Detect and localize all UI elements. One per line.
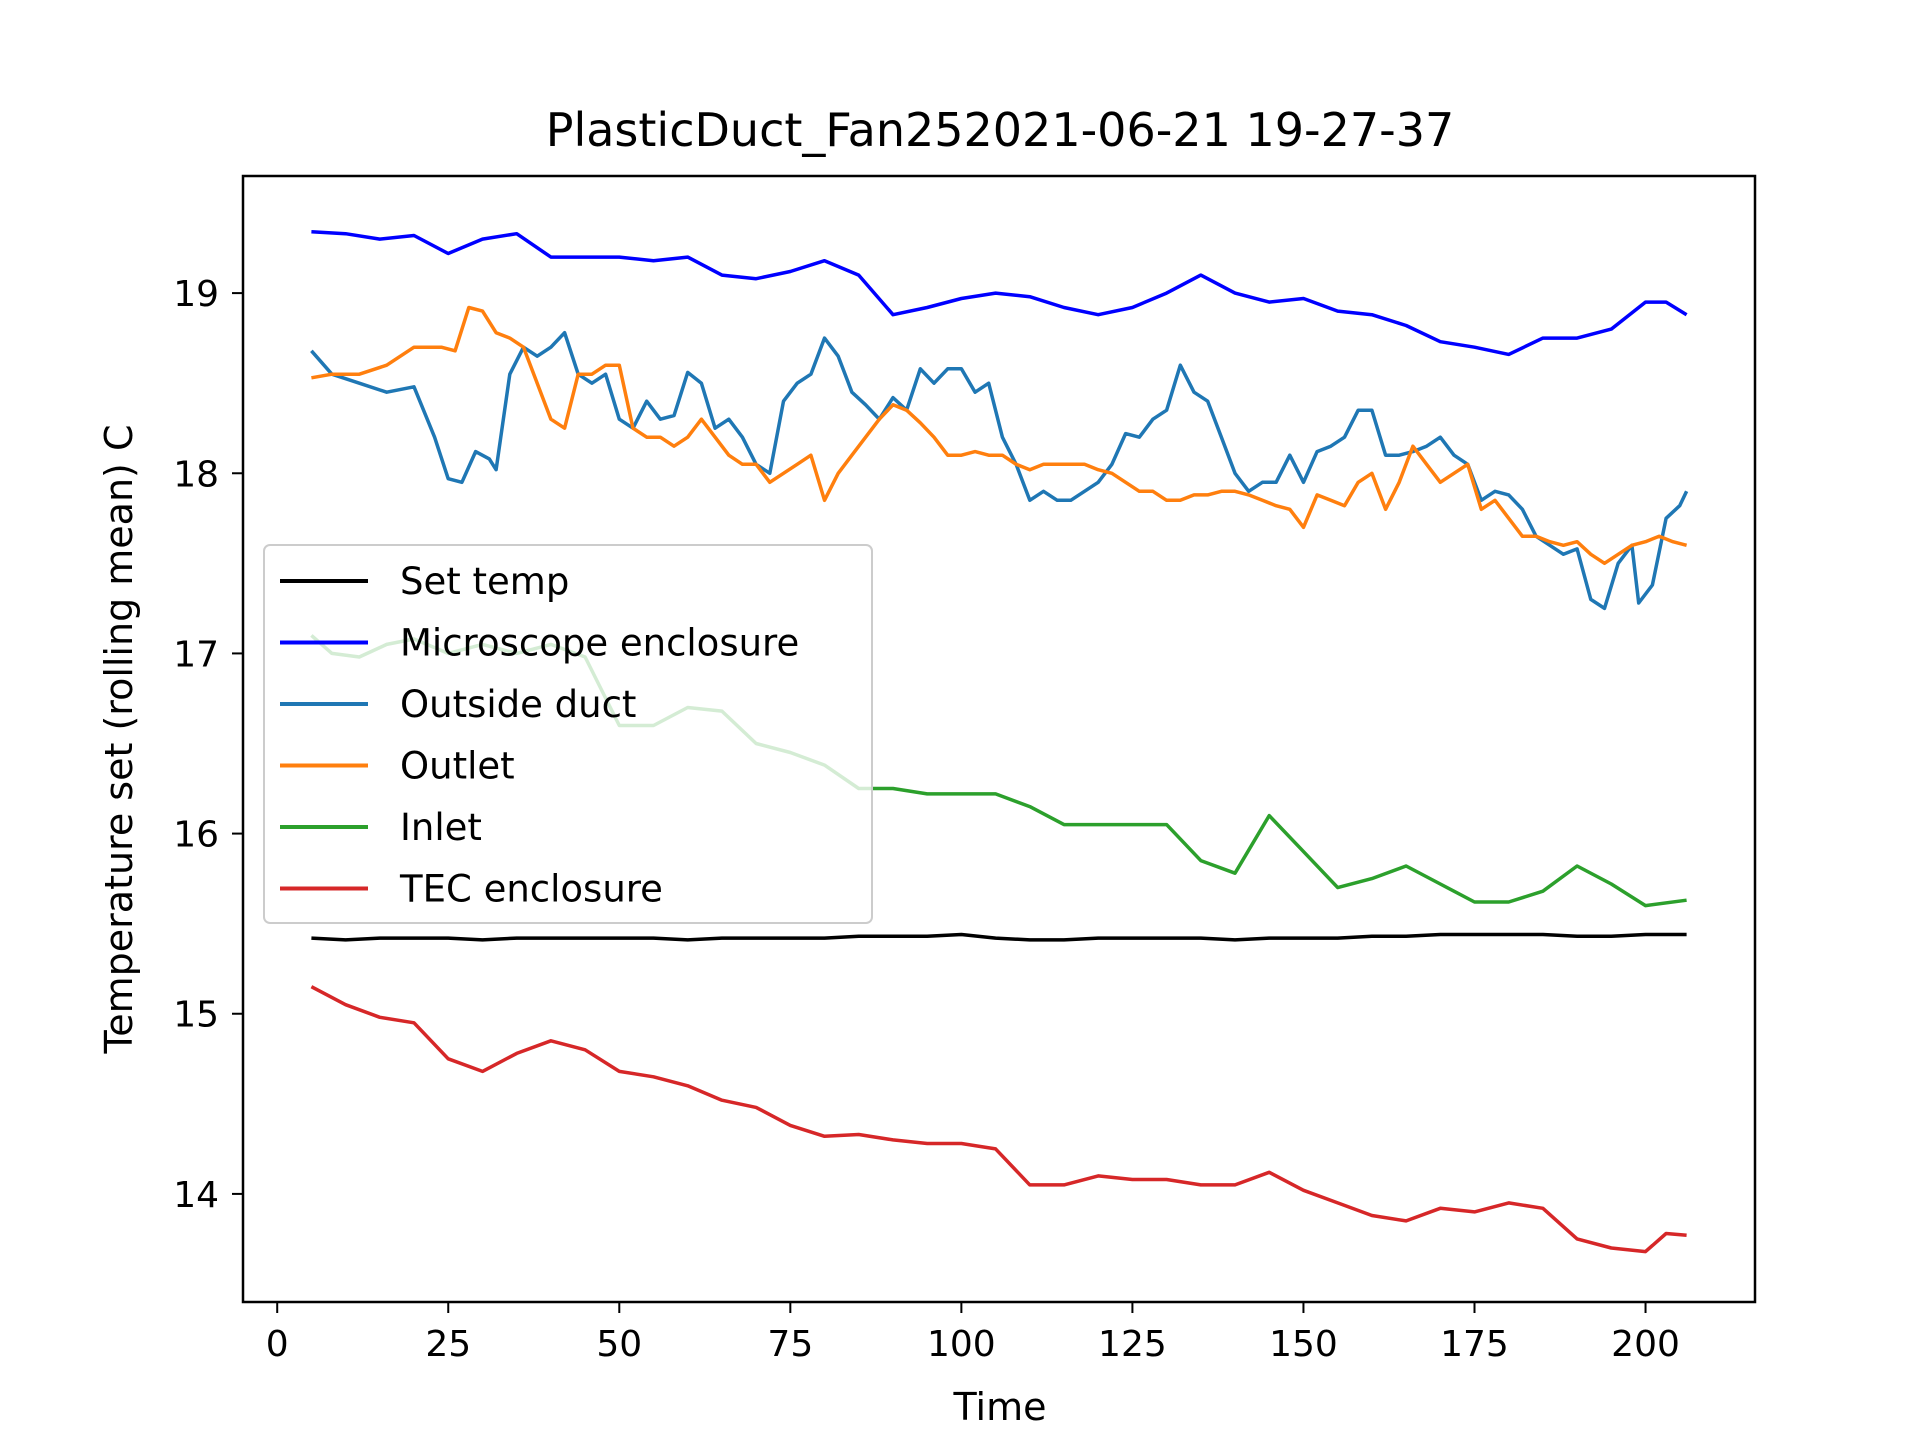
x-tick-label: 0 — [266, 1324, 289, 1365]
x-tick-label: 175 — [1440, 1324, 1509, 1365]
x-tick-label: 200 — [1611, 1324, 1680, 1365]
x-tick-label: 75 — [767, 1324, 813, 1365]
legend-box — [263, 544, 873, 924]
legend: Set temp Microscope enclosure Outside duct… — [263, 544, 873, 924]
plot-frame — [241, 174, 1757, 1304]
series-line-tec-enclosure — [310, 985, 1687, 1254]
y-tick-label: 15 — [173, 995, 219, 1036]
x-tick-label: 125 — [1098, 1324, 1167, 1365]
legend-label: Inlet — [400, 806, 482, 849]
series-layer — [310, 230, 1689, 1254]
y-axis: 14 15 16 17 18 19 — [173, 274, 243, 1216]
y-tick-label: 16 — [173, 815, 219, 856]
y-tick-label: 19 — [173, 274, 219, 315]
series-line-microscope-enclosure — [311, 230, 1688, 357]
chart-title: PlasticDuct_Fan252021-06-21 19-27-37 — [546, 103, 1455, 157]
x-tick-label: 100 — [927, 1324, 996, 1365]
x-tick-label: 50 — [596, 1324, 642, 1365]
y-axis-label: Temperature set (rolling mean) C — [97, 425, 141, 1055]
y-tick-label: 18 — [173, 454, 219, 495]
x-axis-label: Time — [953, 1385, 1047, 1429]
series-line-set-temp — [311, 932, 1687, 942]
x-tick-label: 25 — [425, 1324, 471, 1365]
legend-label: Outside duct — [400, 683, 636, 726]
legend-label: Set temp — [400, 560, 569, 603]
legend-label: Microscope enclosure — [400, 622, 799, 665]
y-tick-label: 17 — [173, 634, 219, 675]
legend-label: TEC enclosure — [399, 868, 663, 911]
legend-label: Outlet — [400, 745, 515, 788]
x-axis: 0 25 50 75 100 125 150 175 200 — [266, 1302, 1680, 1365]
series-line-outlet — [311, 305, 1688, 566]
y-tick-label: 14 — [173, 1175, 219, 1216]
x-tick-label: 150 — [1269, 1324, 1338, 1365]
